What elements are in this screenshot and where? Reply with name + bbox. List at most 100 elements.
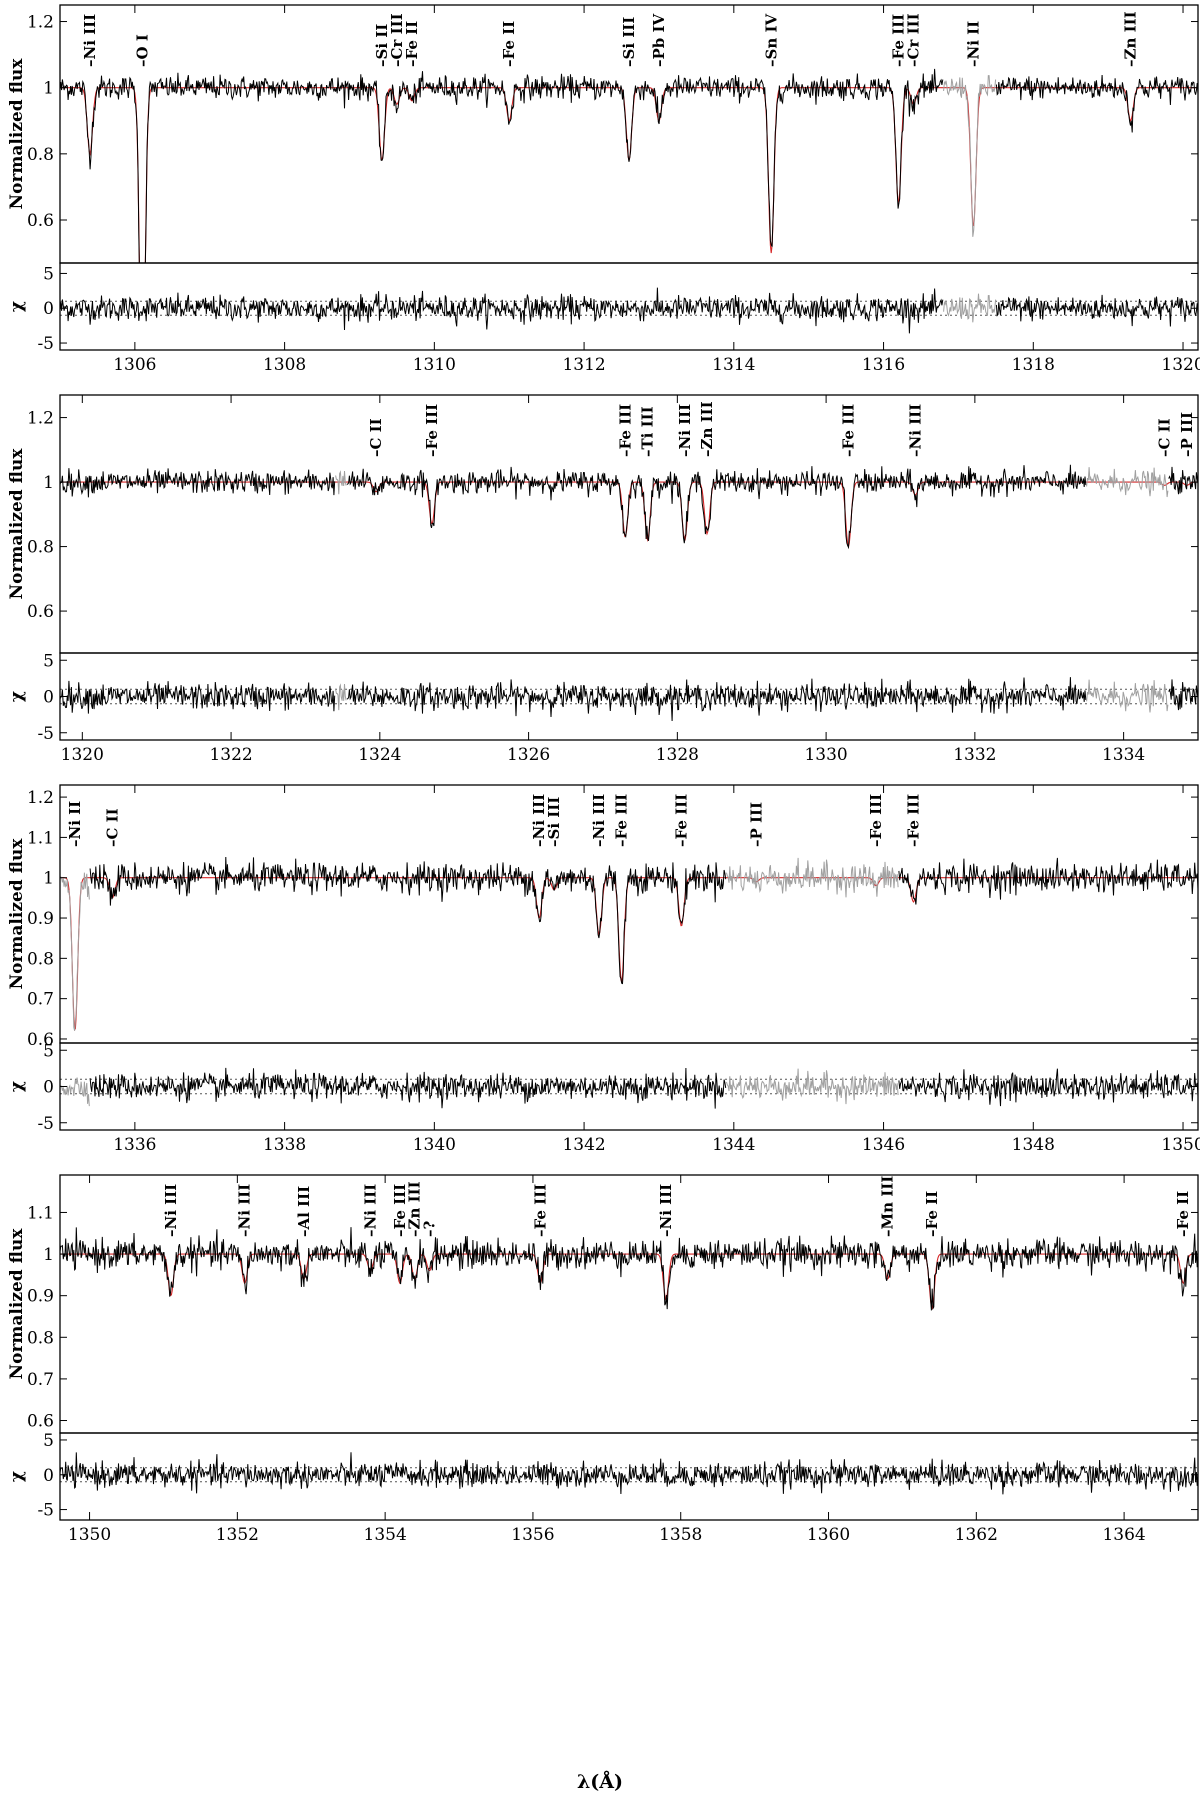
line-id-label: –Si III	[620, 17, 638, 67]
x-tick-label: 1340	[413, 1135, 456, 1155]
residual-line	[89, 1067, 1198, 1109]
residual-line-masked	[943, 293, 997, 323]
line-id-label: –Ni III	[906, 404, 924, 457]
line-id-label: –C II	[1156, 418, 1174, 457]
y-tick-label: 0.8	[27, 145, 54, 165]
x-tick-label: 1328	[656, 745, 699, 765]
chi-tick-label: 5	[43, 1431, 54, 1451]
chi-tick-label: -5	[37, 334, 54, 354]
observed-line-masked	[335, 467, 1169, 498]
line-id-label: –Fe II	[403, 21, 421, 67]
chi-tick-label: 0	[43, 688, 54, 708]
x-axis-label: λ(Å)	[577, 1770, 623, 1793]
line-id-label: –?	[420, 1221, 438, 1238]
chi-tick-label: 0	[43, 299, 54, 319]
model-line	[60, 877, 1198, 1032]
x-tick-label: 1320	[61, 745, 104, 765]
y-tick-label: 1	[43, 79, 54, 99]
panel-4: 0.6 0.7 0.8 0.9 1 1.1 -5 0 5 1350 1352 1354 1356 1358…	[7, 1174, 1199, 1545]
line-id-label: –Fe II	[1174, 1191, 1192, 1237]
line-id-label: –Pb IV	[650, 13, 668, 67]
x-tick-label: 1312	[562, 355, 605, 375]
line-id-label: –Al III	[295, 1186, 313, 1237]
line-id-label: –Fe III	[905, 794, 923, 847]
line-id-label: –Ni III	[590, 794, 608, 847]
y-tick-label: 1.2	[27, 409, 54, 429]
x-tick-label: 1310	[413, 355, 456, 375]
panel-1: 0.6 0.8 1 1.2 -5 0 5 1306 1308 1310 1312 1314 1316 13…	[7, 4, 1200, 375]
model-line	[60, 481, 1198, 549]
line-id-label: –Ti III	[639, 406, 657, 457]
line-id-label: –O I	[133, 34, 151, 67]
y-tick-label: 0.6	[27, 1030, 54, 1050]
residual-frame	[59, 1432, 1199, 1521]
observed-line-masked	[943, 75, 997, 237]
line-id-label: –Ni III	[530, 794, 548, 847]
x-tick-label: 1362	[955, 1525, 998, 1545]
y-tick-label: 0.6	[27, 602, 54, 622]
line-id-label: –Si II	[373, 24, 391, 67]
x-tick-label: 1356	[511, 1525, 554, 1545]
chi-tick-label: -5	[37, 1114, 54, 1134]
chi-tick-label: -5	[37, 724, 54, 744]
residual-line-masked	[335, 679, 1169, 713]
line-id-label: –Ni III	[657, 1184, 675, 1237]
flux-frame	[59, 1174, 1199, 1434]
line-id-label: –Ni III	[676, 404, 694, 457]
y-tick-label: 1.1	[27, 1203, 54, 1223]
x-tick-label: 1346	[862, 1135, 905, 1155]
chi-tick-label: 5	[43, 1041, 54, 1061]
x-tick-label: 1324	[358, 745, 401, 765]
observed-line	[60, 464, 1198, 550]
flux-axis-label: Normalized flux	[7, 1228, 27, 1380]
y-tick-label: 0.7	[27, 990, 54, 1010]
line-id-label: –Ni III	[162, 1184, 180, 1237]
line-id-label: –Fe III	[890, 14, 908, 67]
line-id-label: –Sn IV	[762, 14, 780, 67]
line-id-label: –Fe III	[423, 404, 441, 457]
x-tick-label: 1342	[562, 1135, 605, 1155]
chi-tick-label: 0	[43, 1466, 54, 1486]
line-id-label: –Fe II	[923, 1191, 941, 1237]
panel-3: 0.6 0.7 0.8 0.9 1 1.1 1.2 -5 0 5 1336 1338 1340 1342 1…	[7, 784, 1200, 1155]
chi-axis-label: χ	[7, 1081, 27, 1092]
residual-line	[60, 677, 1198, 722]
chi-axis-label: χ	[7, 1471, 27, 1482]
observed-line	[60, 1227, 1198, 1311]
x-tick-label: 1352	[216, 1525, 259, 1545]
chi-tick-label: 0	[43, 1078, 54, 1098]
panel-2: 0.6 0.8 1 1.2 -5 0 5 1320 1322 1324 1326 1328 1330 13…	[7, 394, 1199, 765]
y-tick-label: 1	[43, 473, 54, 493]
line-id-label: –Fe II	[500, 21, 518, 67]
line-id-label: –P III	[747, 802, 765, 847]
residual-line	[60, 287, 1198, 334]
x-tick-label: 1332	[953, 745, 996, 765]
chi-tick-label: -5	[37, 1501, 54, 1521]
line-id-label: –C II	[367, 418, 385, 457]
y-tick-label: 1	[43, 1245, 54, 1265]
line-id-label: –Fe III	[672, 794, 690, 847]
flux-axis-label: Normalized flux	[7, 448, 27, 600]
x-tick-label: 1314	[712, 355, 755, 375]
chi-tick-label: 5	[43, 651, 54, 671]
flux-axis-label: Normalized flux	[7, 58, 27, 210]
x-tick-label: 1338	[263, 1135, 306, 1155]
chi-axis-label: χ	[7, 691, 27, 702]
y-tick-label: 0.6	[27, 211, 54, 231]
y-tick-label: 1	[43, 869, 54, 889]
y-tick-label: 0.7	[27, 1370, 54, 1390]
x-tick-label: 1364	[1102, 1525, 1145, 1545]
line-id-label: –Ni III	[236, 1184, 254, 1237]
y-tick-label: 1.1	[27, 828, 54, 848]
observed-line	[89, 856, 1198, 985]
line-id-label: –Ni III	[361, 1184, 379, 1237]
x-tick-label: 1334	[1102, 745, 1145, 765]
line-id-label: –Fe III	[839, 404, 857, 457]
y-tick-label: 0.9	[27, 909, 54, 929]
line-id-label: –Ni II	[66, 801, 84, 847]
y-tick-label: 0.8	[27, 949, 54, 969]
line-id-label: –Fe III	[867, 794, 885, 847]
x-tick-label: 1350	[68, 1525, 111, 1545]
y-tick-label: 1.2	[27, 13, 54, 33]
